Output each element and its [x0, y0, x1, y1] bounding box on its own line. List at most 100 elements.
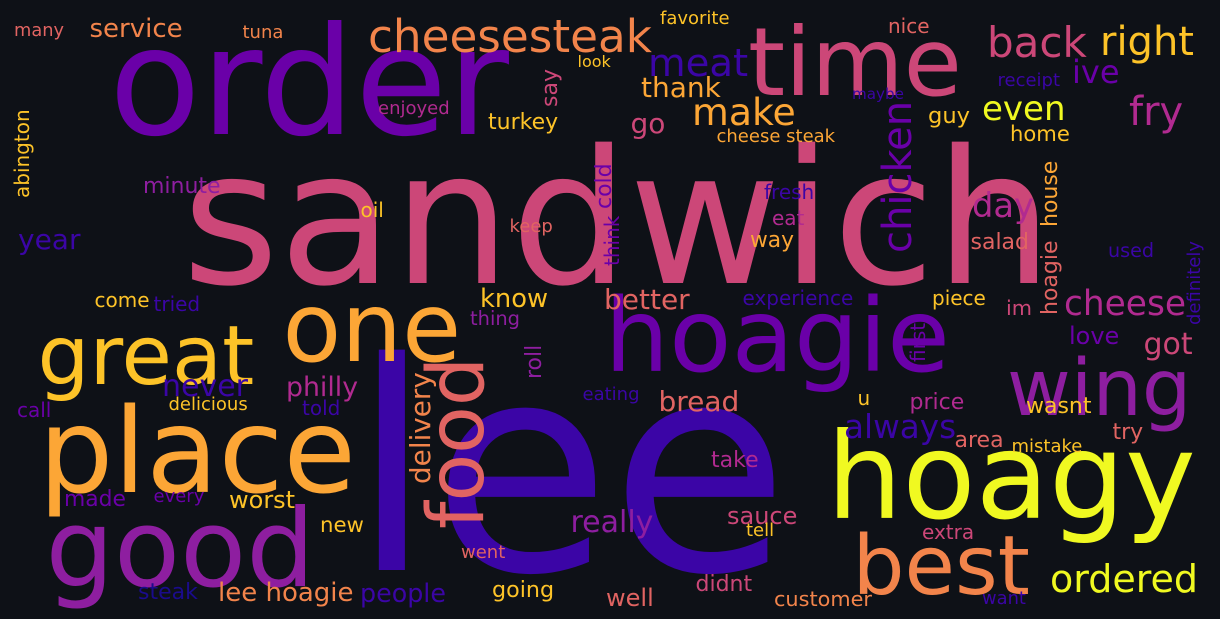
word-going-96: going	[492, 577, 555, 603]
word-eat-56: eat	[772, 206, 805, 230]
word-didnt-98: didnt	[695, 572, 753, 597]
word-made-86: made	[64, 487, 126, 512]
word-even-20: even	[982, 89, 1066, 129]
word-good-9: good	[45, 487, 315, 612]
word-steak-93: steak	[138, 580, 198, 605]
word-guy-49: guy	[928, 102, 971, 129]
word-philly-32: philly	[286, 371, 359, 403]
word-every-87: every	[153, 486, 205, 507]
word-abington-51: abington	[10, 108, 34, 198]
word-one-7: one	[282, 272, 462, 384]
word-really-34: really	[570, 505, 654, 540]
word-turkey-47: turkey	[488, 110, 559, 135]
word-well-97: well	[606, 584, 654, 612]
word-call-75: call	[17, 398, 52, 422]
word-wasnt-81: wasnt	[1026, 394, 1092, 419]
word-look-44: look	[577, 52, 611, 71]
word-piece-71: piece	[932, 286, 986, 310]
word-definitely-64: definitely	[1184, 240, 1205, 325]
word-best-12: best	[852, 519, 1030, 614]
word-tried-67: tried	[153, 292, 201, 316]
word-place-6: place	[38, 382, 356, 520]
word-went-92: went	[461, 542, 506, 563]
word-time-3: time	[748, 7, 962, 118]
word-cheesesteak-13: cheesesteak	[368, 9, 652, 63]
word-ordered-27: ordered	[1050, 557, 1198, 601]
word-cold-53: cold	[592, 163, 617, 209]
word-many-38: many	[14, 20, 65, 41]
word-thing-68: thing	[470, 306, 520, 330]
word-better-30: better	[604, 283, 690, 316]
word-make-18: make	[692, 90, 796, 134]
word-salad-60: salad	[970, 230, 1030, 255]
word-extra-90: extra	[922, 520, 975, 544]
word-love-73: love	[1069, 322, 1120, 350]
word-lee-hoagie-94: lee hoagie	[218, 578, 354, 608]
word-year-65: year	[18, 223, 81, 256]
word-hoagie-4: hoagie	[604, 277, 950, 396]
word-hoagie-62: hoagie	[1038, 240, 1063, 315]
word-great-8: great	[37, 309, 255, 404]
word-used-63: used	[1108, 238, 1155, 262]
word-go-22: go	[630, 107, 666, 140]
word-receipt-42: receipt	[997, 70, 1061, 91]
word-price-80: price	[909, 390, 965, 415]
word-sauce-35: sauce	[727, 502, 798, 530]
word-first-74: first	[906, 322, 930, 362]
word-house-61: house	[1038, 160, 1063, 227]
word-mistake-84: mistake	[1011, 436, 1083, 457]
word-favorite-40: favorite	[660, 8, 730, 29]
word-back-15: back	[987, 18, 1087, 67]
word-think-58: think	[600, 215, 624, 266]
word-people-95: people	[360, 577, 446, 608]
word-ive-17: ive	[1072, 53, 1120, 91]
word-roll-69: roll	[522, 344, 547, 379]
word-service-37: service	[89, 14, 183, 44]
word-way-59: way	[750, 228, 795, 253]
word-try-82: try	[1112, 420, 1144, 445]
word-delivery-36: delivery	[404, 372, 437, 484]
word-enjoyed-46: enjoyed	[378, 98, 450, 119]
word-want-100: want	[982, 588, 1026, 609]
word-lee-1: lee	[351, 302, 789, 619]
word-know-29: know	[480, 284, 549, 314]
word-right-16: right	[1100, 19, 1194, 65]
word-fry-19: fry	[1129, 89, 1184, 135]
word-tuna-39: tuna	[242, 22, 284, 43]
word-eating-78: eating	[582, 384, 640, 405]
word-keep-57: keep	[509, 216, 553, 237]
word-home-50: home	[1010, 120, 1070, 146]
word-sandwich-0: sandwich	[182, 110, 1053, 327]
word-maybe-43: maybe	[852, 84, 904, 103]
word-wing-10: wing	[1007, 344, 1192, 434]
word-day-24: day	[972, 186, 1034, 225]
word-always-28: always	[844, 407, 957, 446]
word-oil-55: oil	[360, 198, 384, 222]
word-new-89: new	[320, 512, 364, 538]
word-fresh-54: fresh	[764, 180, 815, 204]
word-cheese-25: cheese	[1064, 284, 1186, 324]
word-area-83: area	[954, 428, 1004, 453]
word-cheese-steak-48: cheese steak	[716, 126, 836, 147]
word-customer-99: customer	[774, 586, 872, 611]
word-delicious-76: delicious	[168, 394, 248, 415]
word-got-26: got	[1143, 327, 1193, 362]
word-tell-91: tell	[746, 520, 775, 541]
word-told-77: told	[302, 396, 341, 420]
word-say-45: say	[538, 69, 563, 107]
word-bread-33: bread	[658, 385, 740, 418]
word-u-79: u	[857, 386, 871, 410]
word-minute-52: minute	[143, 174, 221, 199]
word-take-85: take	[711, 448, 759, 473]
word-experience-70: experience	[742, 286, 854, 310]
word-im-72: im	[1006, 295, 1033, 320]
word-worst-88: worst	[229, 486, 296, 514]
word-meat-14: meat	[648, 40, 749, 86]
word-order-2: order	[109, 0, 509, 170]
word-chicken-23: chicken	[875, 100, 921, 253]
word-hoagy-5: hoagy	[826, 408, 1196, 547]
word-come-66: come	[94, 288, 150, 312]
word-never-31: never	[162, 369, 249, 404]
word-thank-21: thank	[641, 71, 721, 104]
